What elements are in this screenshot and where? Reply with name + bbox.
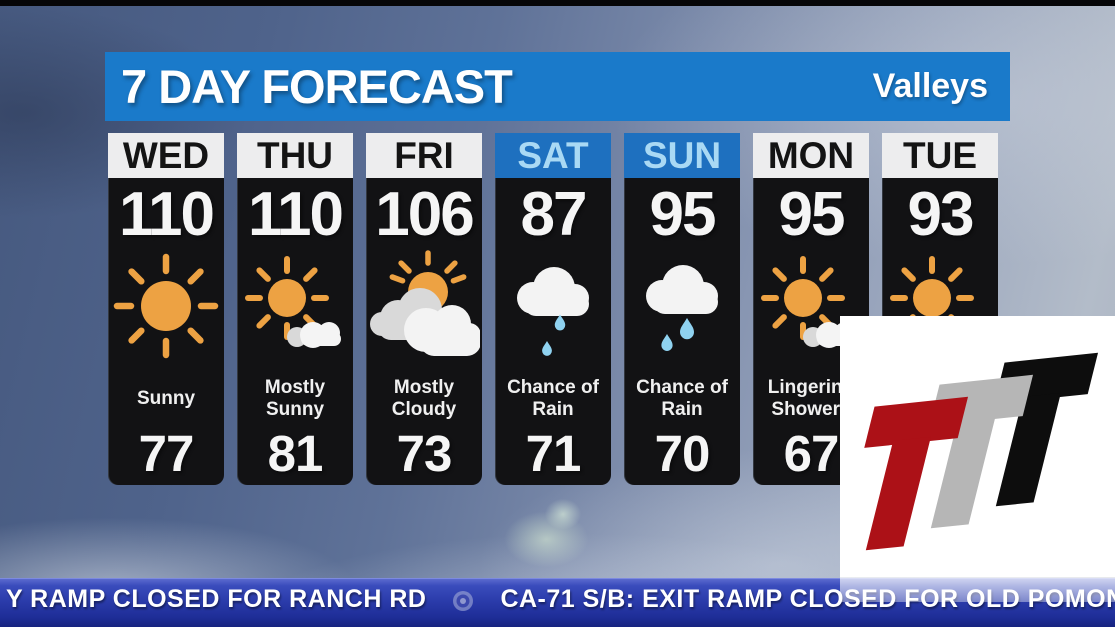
high-temp: 110	[247, 180, 344, 249]
condition-label: Mostly Cloudy	[391, 376, 457, 420]
day-label: THU	[237, 133, 353, 178]
logo-box-fade	[840, 577, 1115, 602]
low-temp: 71	[525, 425, 582, 482]
high-temp: 95	[649, 180, 717, 249]
high-temp: 87	[520, 180, 588, 249]
forecast-day-wed: WED 110 Sunny 77	[108, 133, 224, 485]
low-temp: 81	[267, 425, 324, 482]
chance-of-rain-icon	[517, 266, 589, 356]
region-label: Valleys	[872, 67, 988, 105]
condition-label: Chance of Rain	[507, 376, 599, 420]
page-title: 7 DAY FORECAST	[121, 60, 513, 113]
day-card: 106 Mo	[366, 178, 482, 485]
mostly-cloudy-icon	[370, 249, 480, 356]
day-label: FRI	[366, 133, 482, 178]
high-temp: 93	[907, 180, 975, 249]
forecast-day-thu: THU 110 Mostly	[237, 133, 353, 485]
high-temp: 110	[118, 180, 215, 249]
station-logo-box	[840, 316, 1115, 577]
sunny-icon	[113, 253, 219, 358]
letterbox-bar	[0, 0, 1115, 6]
day-card: 110 Sunny 77	[108, 178, 224, 485]
low-temp: 73	[396, 425, 453, 482]
day-label: SUN	[624, 133, 740, 178]
high-temp: 106	[375, 180, 474, 249]
high-temp: 95	[778, 180, 846, 249]
chance-of-rain-icon	[646, 264, 718, 351]
condition-label: Sunny	[136, 387, 196, 409]
condition-label: Chance of Rain	[636, 376, 728, 420]
mostly-sunny-icon	[245, 255, 341, 348]
condition-label: Mostly Sunny	[264, 376, 326, 420]
day-label: WED	[108, 133, 224, 178]
day-card: 95 Chance of Rain 70	[624, 178, 740, 485]
forecast-day-sun: SUN 95 Chance of Rain 70	[624, 133, 740, 485]
low-temp: 67	[783, 425, 840, 482]
day-label: MON	[753, 133, 869, 178]
low-temp: 77	[138, 425, 195, 482]
forecast-day-fri: FRI 106	[366, 133, 482, 485]
day-card: 110 Mostly Sunny 81	[237, 178, 353, 485]
forecast-banner: 7 DAY FORECAST Valleys	[105, 52, 1010, 121]
day-card: 87 Chance of Rain 71	[495, 178, 611, 485]
day-label: SAT	[495, 133, 611, 178]
ticker-item: Y RAMP CLOSED FOR RANCH RD	[6, 585, 427, 613]
condition-label: Lingering Showers	[767, 376, 855, 420]
cbs-eye-icon	[453, 591, 474, 611]
low-temp: 70	[654, 425, 711, 482]
day-label: TUE	[882, 133, 998, 178]
logo-letter-t-red	[838, 396, 969, 553]
forecast-day-sat: SAT 87 Chance of Rain 71	[495, 133, 611, 485]
